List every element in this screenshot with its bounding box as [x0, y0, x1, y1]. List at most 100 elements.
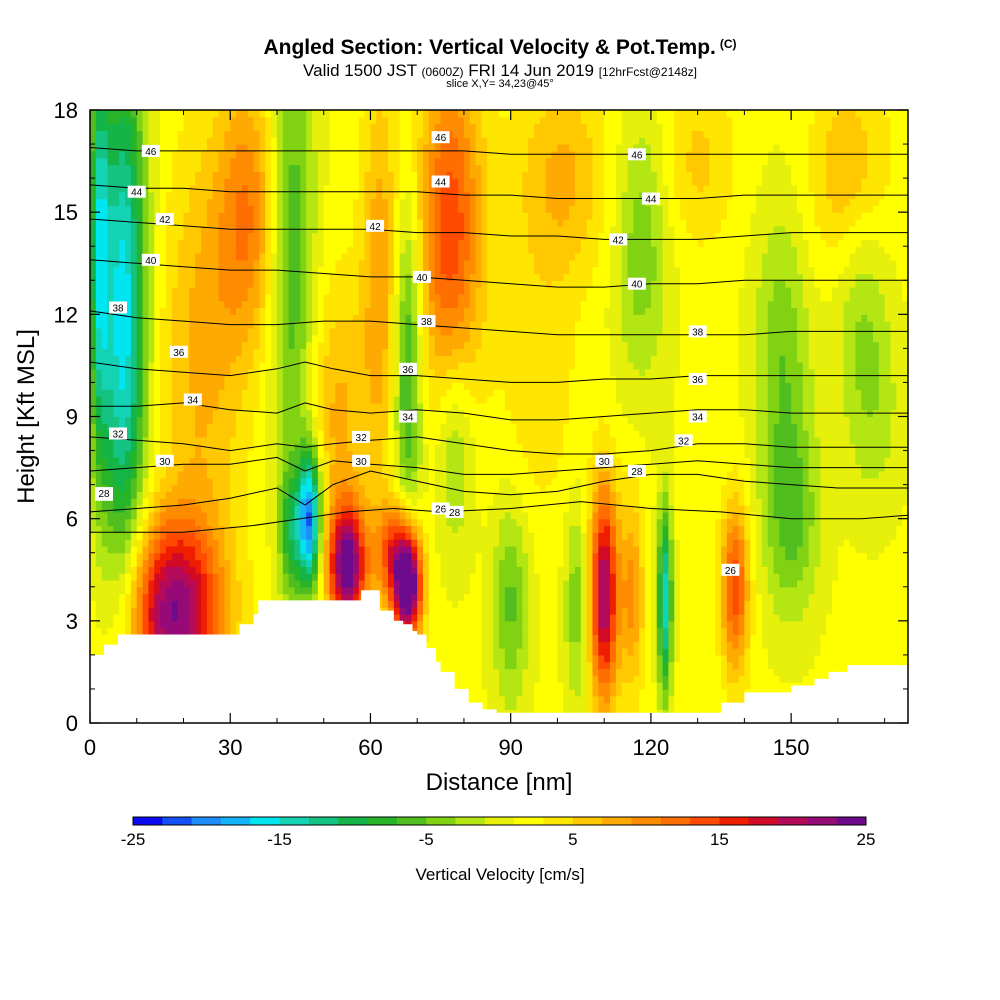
velocity-cell — [241, 477, 249, 486]
velocity-cell — [312, 334, 319, 343]
velocity-cell — [358, 443, 366, 452]
velocity-cell — [130, 566, 138, 574]
velocity-cell — [341, 280, 348, 288]
velocity-cell — [247, 116, 255, 125]
velocity-cell — [347, 586, 354, 595]
velocity-cell — [101, 559, 109, 567]
velocity-cell — [224, 579, 231, 588]
velocity-cell — [253, 409, 261, 418]
velocity-cell — [125, 362, 132, 370]
velocity-cell — [399, 579, 407, 588]
velocity-cell — [259, 178, 266, 186]
velocity-cell — [335, 287, 342, 295]
velocity-cell — [160, 368, 167, 377]
velocity-cell — [265, 273, 272, 281]
velocity-cell — [224, 484, 231, 493]
velocity-cell — [142, 341, 150, 349]
velocity-cell — [347, 246, 354, 254]
velocity-cell — [218, 430, 225, 438]
velocity-cell — [148, 375, 155, 384]
velocity-cell — [189, 402, 196, 411]
velocity-cell — [329, 191, 336, 200]
velocity-cell — [335, 259, 342, 268]
velocity-cell — [218, 593, 225, 601]
velocity-cell — [119, 416, 126, 424]
velocity-cell — [113, 559, 120, 567]
velocity-cell — [224, 123, 231, 132]
velocity-cell — [113, 321, 120, 329]
velocity-cell — [300, 123, 307, 132]
velocity-cell — [183, 239, 190, 247]
velocity-cell — [276, 334, 284, 343]
velocity-cell — [300, 375, 307, 384]
velocity-cell — [335, 525, 342, 533]
velocity-cell — [107, 314, 114, 322]
velocity-cell — [282, 416, 290, 424]
velocity-cell — [282, 157, 290, 166]
velocity-cell — [271, 273, 278, 281]
velocity-cell — [236, 293, 243, 302]
velocity-cell — [136, 321, 144, 329]
velocity-cell — [142, 334, 150, 343]
velocity-cell — [399, 382, 407, 390]
velocity-cell — [183, 423, 190, 431]
velocity-cell — [259, 273, 266, 281]
velocity-cell — [177, 334, 185, 343]
velocity-cell — [113, 205, 120, 213]
velocity-cell — [90, 191, 97, 200]
velocity-cell — [148, 287, 155, 295]
velocity-cell — [294, 164, 301, 172]
velocity-cell — [347, 416, 354, 424]
velocity-cell — [171, 218, 179, 227]
velocity-cell — [399, 614, 407, 622]
velocity-cell — [224, 416, 231, 424]
velocity-cell — [183, 539, 190, 547]
velocity-cell — [335, 232, 342, 241]
velocity-cell — [90, 198, 97, 206]
velocity-cell — [288, 505, 296, 513]
velocity-cell — [148, 566, 155, 574]
velocity-cell — [189, 375, 196, 384]
velocity-cell — [113, 566, 120, 574]
velocity-cell — [393, 130, 401, 138]
velocity-cell — [300, 184, 307, 193]
velocity-cell — [405, 171, 412, 179]
velocity-cell — [335, 327, 342, 336]
velocity-cell — [300, 198, 307, 206]
velocity-cell — [218, 573, 225, 581]
velocity-cell — [312, 184, 319, 193]
velocity-cell — [119, 293, 126, 302]
velocity-cell — [160, 327, 167, 336]
velocity-cell — [148, 586, 155, 595]
velocity-cell — [142, 627, 150, 636]
velocity-cell — [148, 614, 155, 622]
velocity-cell — [276, 545, 284, 554]
velocity-cell — [265, 218, 272, 227]
velocity-cell — [364, 144, 372, 152]
velocity-cell — [177, 144, 185, 152]
velocity-cell — [136, 477, 144, 486]
velocity-cell — [90, 539, 97, 547]
velocity-cell — [195, 559, 202, 567]
velocity-cell — [253, 382, 261, 390]
velocity-cell — [201, 293, 208, 302]
velocity-cell — [230, 144, 237, 152]
velocity-cell — [125, 287, 132, 295]
velocity-cell — [136, 307, 144, 315]
velocity-cell — [253, 314, 261, 322]
velocity-cell — [276, 450, 284, 458]
velocity-cell — [130, 198, 138, 206]
velocity-cell — [148, 341, 155, 349]
velocity-cell — [119, 545, 126, 554]
velocity-cell — [300, 144, 307, 152]
velocity-cell — [183, 430, 190, 438]
velocity-cell — [230, 287, 237, 295]
velocity-cell — [236, 157, 243, 166]
velocity-cell — [364, 164, 372, 172]
velocity-cell — [300, 436, 307, 445]
velocity-cell — [323, 470, 331, 479]
velocity-cell — [236, 436, 243, 445]
velocity-cell — [236, 239, 243, 247]
velocity-cell — [113, 416, 120, 424]
velocity-cell — [148, 178, 155, 186]
